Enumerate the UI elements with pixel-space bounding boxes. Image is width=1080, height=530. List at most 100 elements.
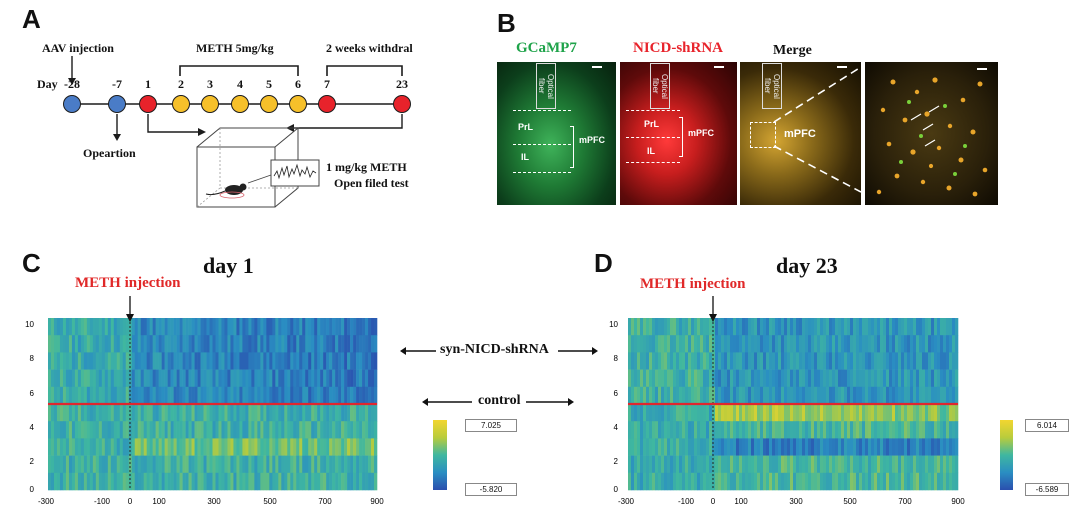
heatmap-cell: [895, 352, 899, 370]
heatmap-cell: [269, 455, 273, 474]
right-colorbar-min: -6.589: [1025, 483, 1069, 496]
heatmap-cell: [949, 386, 953, 405]
heatmap-cell: [323, 352, 327, 370]
heatmap-cell: [703, 404, 707, 422]
heatmap-cell: [634, 386, 638, 405]
heatmap-cell: [664, 369, 668, 388]
heatmap-cell: [83, 438, 88, 456]
heatmap-cell: [158, 421, 162, 439]
heatmap-cell: [697, 335, 701, 353]
heatmap-cell: [775, 472, 779, 491]
heatmap-cell: [338, 369, 342, 388]
heatmap-cell: [164, 455, 168, 474]
heatmap-cell: [898, 421, 902, 439]
heatmap-cell: [757, 352, 761, 370]
heatmap-cell: [119, 318, 124, 336]
heatmap-cell: [898, 472, 902, 491]
heatmap-cell: [368, 369, 372, 388]
heatmap-cell: [877, 472, 881, 491]
heatmap-cell: [811, 369, 815, 388]
heatmap-cell: [50, 455, 55, 474]
heatmap-cell: [221, 318, 225, 336]
heatmap-cell: [146, 472, 150, 491]
heatmap-cell: [212, 421, 216, 439]
heatmap-cell: [733, 318, 737, 336]
heatmap-cell: [308, 369, 312, 388]
heatmap-cell: [191, 421, 195, 439]
heatmap-cell: [59, 386, 64, 405]
heatmap-cell: [290, 438, 294, 456]
heatmap-cell: [335, 386, 339, 405]
heatmap-cell: [745, 472, 749, 491]
heatmap-cell: [48, 386, 52, 405]
heatmap-cell: [940, 421, 944, 439]
heatmap-cell: [50, 438, 55, 456]
heatmap-cell: [880, 421, 884, 439]
heatmap-cell: [263, 369, 267, 388]
heatmap-cell: [751, 318, 755, 336]
heatmap-cell: [101, 352, 106, 370]
heatmap-cell: [251, 352, 255, 370]
heatmap-cell: [856, 369, 860, 388]
heatmap-cell: [772, 472, 776, 491]
heatmap-cell: [362, 404, 366, 422]
heatmap-cell: [89, 318, 94, 336]
heatmap-cell: [281, 438, 285, 456]
heatmap-cell: [637, 335, 641, 353]
heatmap-cell: [766, 352, 770, 370]
heatmap-cell: [733, 472, 737, 491]
heatmap-cell: [95, 335, 100, 353]
heatmap-cell: [955, 421, 959, 439]
heatmap-cell: [913, 369, 917, 388]
heatmap-cell: [712, 472, 716, 491]
heatmap-cell: [898, 386, 902, 405]
heatmap-cell: [320, 386, 324, 405]
heatmap-cell: [727, 472, 731, 491]
heatmap-cell: [236, 318, 240, 336]
heatmap-cell: [631, 404, 635, 422]
heatmap-cell: [365, 472, 369, 491]
heatmap-cell: [781, 421, 785, 439]
heatmap-cell: [694, 335, 698, 353]
heatmap-cell: [775, 352, 779, 370]
heatmap-cell: [215, 318, 219, 336]
heatmap-cell: [260, 386, 264, 405]
heatmap-cell: [721, 404, 725, 422]
heatmap-cell: [808, 386, 812, 405]
heatmap-cell: [697, 455, 701, 474]
heatmap-cell: [805, 318, 809, 336]
heatmap-cell: [721, 335, 725, 353]
heatmap-cell: [233, 404, 237, 422]
heatmap-cell: [107, 421, 112, 439]
heatmap-cell: [928, 369, 932, 388]
heatmap-cell: [269, 335, 273, 353]
heatmap-cell: [326, 404, 330, 422]
heatmap-cell: [188, 472, 192, 491]
heatmap-cell: [850, 438, 854, 456]
heatmap-cell: [643, 438, 647, 456]
heatmap-cell: [925, 455, 929, 474]
heatmap-cell: [706, 438, 710, 456]
heatmap-cell: [652, 318, 656, 336]
timeline-diagram: [68, 56, 403, 208]
heatmap-cell: [233, 318, 237, 336]
heatmap-cell: [679, 404, 683, 422]
heatmap-cell: [787, 352, 791, 370]
heatmap-cell: [814, 352, 818, 370]
heatmap-cell: [856, 438, 860, 456]
heatmap-cell: [670, 369, 674, 388]
heatmap-cell: [194, 369, 198, 388]
heatmap-cell: [233, 455, 237, 474]
heatmap-cell: [724, 472, 728, 491]
heatmap-cell: [925, 438, 929, 456]
heatmap-cell: [910, 455, 914, 474]
heatmap-cell: [877, 455, 881, 474]
heatmap-cell: [356, 472, 360, 491]
heatmap-cell: [320, 369, 324, 388]
heatmap-cell: [170, 472, 174, 491]
heatmap-cell: [877, 386, 881, 405]
heatmap-cell: [742, 455, 746, 474]
heatmap-cell: [679, 318, 683, 336]
heatmap-cell: [59, 352, 64, 370]
heatmap-cell: [631, 335, 635, 353]
